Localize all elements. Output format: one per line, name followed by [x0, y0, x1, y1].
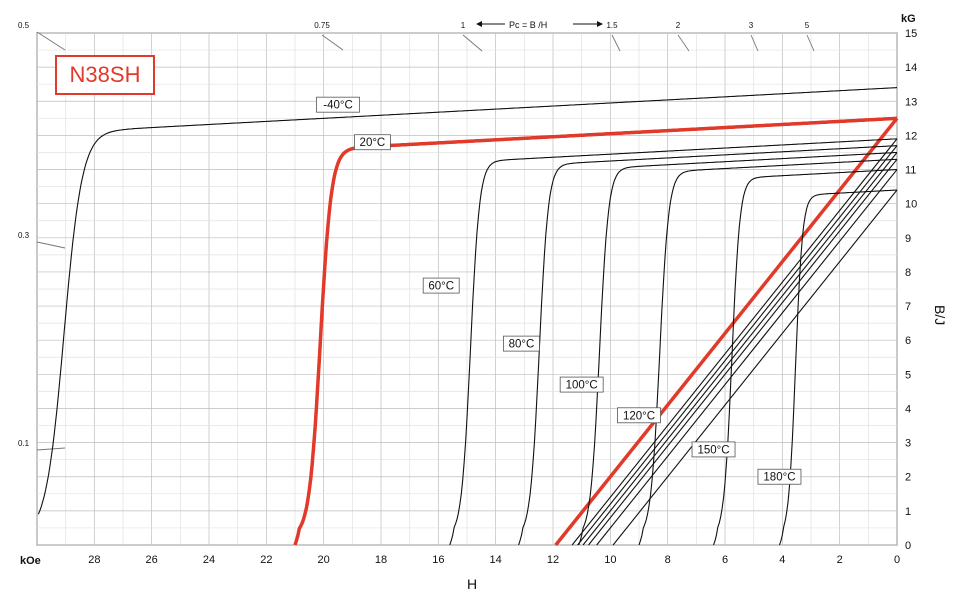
- y-tick-label: 13: [905, 96, 917, 108]
- y-tick-label: 4: [905, 403, 911, 415]
- pc-tick-label: 1: [461, 21, 466, 30]
- intrinsic-curve-150°C: [712, 168, 898, 546]
- y-tick-label: 7: [905, 301, 911, 313]
- normal-curve-120°C: [588, 158, 898, 546]
- y-tick-label: 10: [905, 199, 917, 211]
- intrinsic-curve-20°C: [293, 116, 898, 546]
- pc-tick-mark: [321, 34, 344, 51]
- x-axis-title: H: [467, 576, 477, 592]
- pc-tick-label: 1.5: [606, 21, 618, 30]
- curve-label: 120°C: [623, 410, 655, 422]
- product-badge: N38SH: [55, 55, 155, 95]
- curve-label-box: [316, 96, 360, 113]
- intrinsic-curve-60°C: [449, 138, 898, 546]
- intrinsic-curve-100°C: [578, 151, 897, 546]
- pc-left-mark: [36, 447, 66, 451]
- normal-curve-180°C: [612, 189, 898, 546]
- curve-label: 100°C: [566, 380, 598, 392]
- normal-curve-60°C: [571, 138, 898, 546]
- curve-label: 180°C: [763, 472, 795, 484]
- curves: [37, 87, 899, 547]
- y-tick-label: 9: [905, 233, 911, 245]
- curve-label-box: [559, 376, 604, 393]
- pc-tick-mark: [750, 34, 759, 52]
- y-tick-label: 11: [905, 165, 916, 177]
- pc-header-label: Pc = B /H: [509, 20, 547, 30]
- pc-tick-label: 2: [676, 21, 681, 30]
- y-tick-label: 6: [905, 335, 911, 347]
- x-tick-label: 16: [432, 554, 444, 566]
- pc-left-mark: [36, 241, 66, 249]
- curve-label: 80°C: [509, 339, 535, 351]
- intrinsic-curve--40°C: [37, 87, 898, 515]
- y-tick-label: 12: [905, 130, 917, 142]
- x-tick-label: 24: [203, 554, 215, 566]
- x-tick-label: 18: [375, 554, 387, 566]
- x-tick-label: 2: [837, 554, 843, 566]
- y-tick-label: 2: [905, 472, 911, 484]
- y-axis-title: B/J: [932, 305, 948, 325]
- pc-tick-mark: [462, 34, 483, 52]
- y-tick-label: 15: [905, 28, 917, 40]
- pc-tick-mark: [677, 34, 690, 52]
- normal-curve-20°C: [554, 117, 899, 547]
- y-tick-label: 8: [905, 267, 911, 279]
- pc-arrow-right-head: [597, 21, 603, 27]
- x-tick-label: 6: [722, 554, 728, 566]
- x-tick-label: 28: [88, 554, 100, 566]
- pc-tick-mark: [611, 34, 621, 52]
- x-tick-label: 14: [490, 554, 502, 566]
- pc-tick-label: 5: [805, 21, 810, 30]
- normal-curve-80°C: [577, 145, 898, 546]
- x-tick-label: 4: [779, 554, 785, 566]
- x-tick-label: 10: [604, 554, 616, 566]
- normal-curve-100°C: [582, 152, 898, 546]
- curve-label: 150°C: [697, 444, 729, 456]
- y-tick-label: 5: [905, 369, 911, 381]
- curve-label-box: [422, 277, 460, 294]
- product-label: N38SH: [69, 62, 141, 87]
- pc-tick-mark: [806, 34, 815, 52]
- curve-labels: -40°C 20°C 60°C 80°C 100°C 120°C 150°C 180°C: [316, 96, 802, 485]
- intrinsic-curve-120°C: [638, 158, 898, 546]
- x-tick-label: 8: [665, 554, 671, 566]
- pc-arrow-left-head: [476, 21, 482, 27]
- x-tick-label: 22: [260, 554, 272, 566]
- curve-label: -40°C: [323, 100, 353, 112]
- curve-label-box: [757, 468, 802, 485]
- x-tick-label: 26: [146, 554, 158, 566]
- y-tick-label: 0: [905, 540, 911, 552]
- grid: [36, 32, 898, 546]
- pc-tick-label: 0.75: [314, 21, 330, 30]
- x-unit-label: kOe: [20, 555, 41, 567]
- y-tick-label: 1: [905, 506, 911, 518]
- pc-left-mark: [36, 31, 66, 51]
- tick-labels: 28 26 24 22 20 18 16 14 12 10 8 6 4 2 0012345678910111…: [88, 28, 917, 566]
- y-tick-label: 3: [905, 438, 911, 450]
- pc-left-label: 0.5: [18, 21, 30, 30]
- y-tick-label: 14: [905, 62, 917, 74]
- curve-label: 60°C: [428, 281, 454, 293]
- pc-left-label: 0.3: [18, 231, 30, 240]
- x-tick-label: 20: [318, 554, 330, 566]
- curve-label-box: [617, 407, 661, 424]
- curve-label-box: [353, 134, 391, 151]
- x-tick-label: 0: [894, 554, 900, 566]
- permeance-lines: 0.75 1 1.5 2 3 5 0.5 0.3 0.1: [18, 21, 815, 451]
- y-unit-label: kG: [901, 13, 916, 25]
- pc-tick-label: 3: [749, 21, 754, 30]
- intrinsic-curve-80°C: [518, 145, 898, 546]
- curve-label: 20°C: [360, 137, 386, 149]
- curve-label-box: [503, 335, 540, 352]
- pc-left-label: 0.1: [18, 439, 30, 448]
- x-tick-label: 12: [547, 554, 559, 566]
- curve-label-box: [691, 441, 736, 458]
- normal-curve-150°C: [596, 169, 898, 546]
- intrinsic-curve-180°C: [778, 189, 898, 546]
